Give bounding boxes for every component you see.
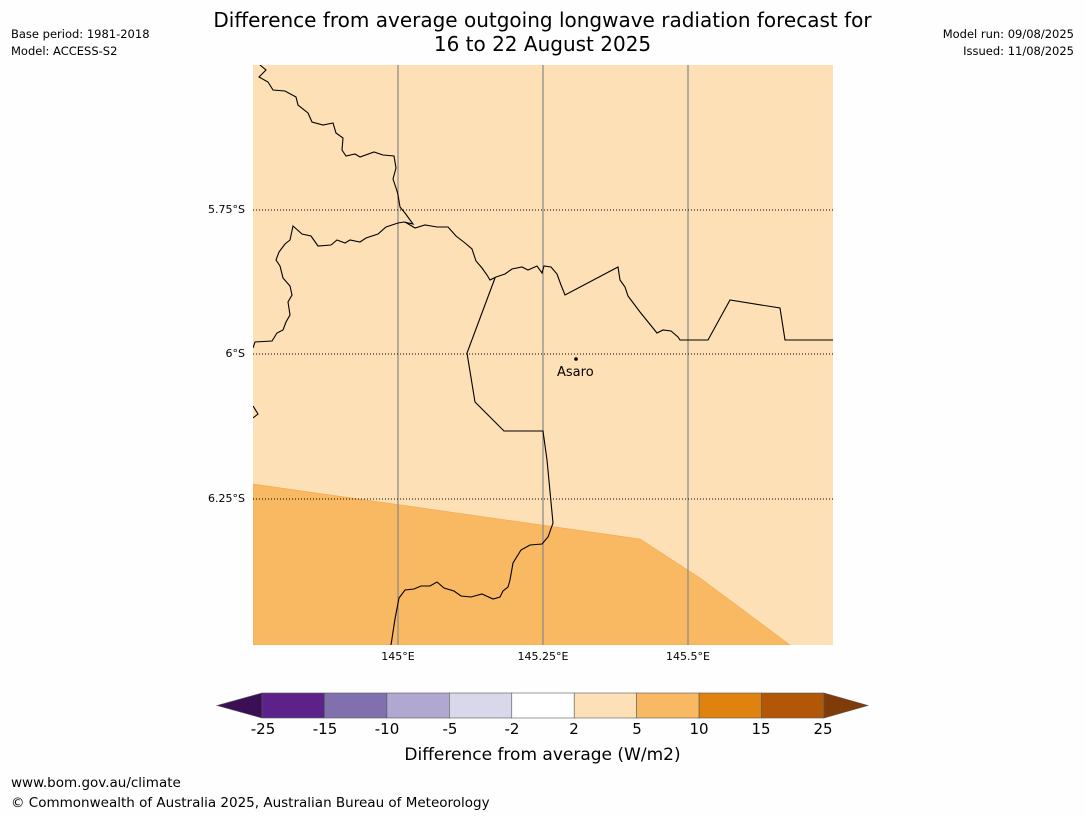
- colorbar-segment: [573, 692, 637, 719]
- border-northern: [253, 65, 415, 349]
- chart-title: Difference from average outgoing longwav…: [0, 8, 1085, 56]
- colorbar-tick: -15: [312, 720, 338, 738]
- colorbar-segment: [324, 692, 388, 719]
- base-period-text: Base period: 1981-2018: [11, 27, 150, 41]
- model-text: Model: ACCESS-S2: [11, 44, 118, 58]
- colorbar-tick: -10: [374, 720, 400, 738]
- colorbar-segment: [261, 692, 325, 719]
- colorbar-tick: 10: [689, 720, 709, 738]
- colorbar-tick: 25: [813, 720, 833, 738]
- colorbar-segment: [386, 692, 450, 719]
- colorbar-segment: [761, 692, 825, 719]
- lon-label-145: 145°E: [381, 650, 415, 663]
- title-line-2: 16 to 22 August 2025: [433, 32, 652, 56]
- province-borders: [253, 65, 833, 645]
- border-central: [404, 221, 833, 341]
- colorbar-tick: 5: [632, 720, 642, 738]
- lon-label-145-5: 145.5°E: [666, 650, 710, 663]
- colorbar-segment: [636, 692, 700, 719]
- meta-right: Model run: 09/08/2025 Issued: 11/08/2025: [943, 26, 1074, 60]
- colorbar-segment: [698, 692, 762, 719]
- meta-left: Base period: 1981-2018 Model: ACCESS-S2: [11, 26, 150, 60]
- map-area: [253, 65, 833, 645]
- footer-url: www.bom.gov.au/climate: [11, 775, 181, 791]
- border-west-fragment: [253, 405, 259, 419]
- higher-anomaly-region: [253, 483, 791, 645]
- lon-label-145-25: 145.25°E: [517, 650, 569, 663]
- border-southern: [390, 277, 554, 645]
- title-line-1: Difference from average outgoing longwav…: [213, 8, 872, 32]
- footer-copyright: © Commonwealth of Australia 2025, Austra…: [11, 795, 490, 811]
- colorbar-label: Difference from average (W/m2): [404, 745, 681, 765]
- place-label-asaro: Asaro: [557, 365, 594, 380]
- lat-label-6-25: 6.25°S: [208, 492, 245, 505]
- colorbar-arrow-left: [215, 692, 263, 719]
- colorbar: [215, 692, 870, 719]
- lat-label-6: 6°S: [225, 347, 245, 360]
- colorbar-tick: -2: [504, 720, 520, 738]
- colorbar-tick: -25: [250, 720, 276, 738]
- colorbar-tick: 15: [751, 720, 771, 738]
- lat-label-5-75: 5.75°S: [208, 203, 245, 216]
- colorbar-arrow-right: [823, 692, 870, 719]
- issued-text: Issued: 11/08/2025: [963, 44, 1074, 58]
- asaro-location-marker: [574, 357, 578, 361]
- colorbar-segment: [449, 692, 513, 719]
- model-run-text: Model run: 09/08/2025: [942, 27, 1074, 41]
- colorbar-tick: -5: [442, 720, 458, 738]
- colorbar-tick: 2: [569, 720, 579, 738]
- colorbar-segment: [511, 692, 575, 719]
